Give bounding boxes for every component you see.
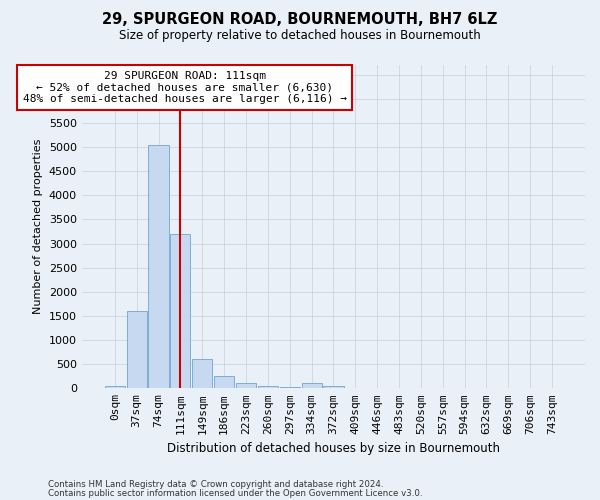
Bar (105, 386, 125, 388)
Bar (192, 360, 212, 388)
X-axis label: Distribution of detached houses by size in Bournemouth: Distribution of detached houses by size … (167, 442, 500, 455)
Text: 29, SPURGEON ROAD, BOURNEMOUTH, BH7 6LZ: 29, SPURGEON ROAD, BOURNEMOUTH, BH7 6LZ (103, 12, 497, 28)
Text: Contains HM Land Registry data © Crown copyright and database right 2024.: Contains HM Land Registry data © Crown c… (48, 480, 383, 489)
Bar (280, 387, 300, 388)
Text: Contains public sector information licensed under the Open Government Licence v3: Contains public sector information licen… (48, 488, 422, 498)
Bar (170, 234, 190, 388)
Y-axis label: Number of detached properties: Number of detached properties (34, 139, 43, 314)
Bar (302, 384, 322, 388)
Bar (323, 386, 344, 388)
Bar (148, 144, 169, 388)
Text: 29 SPURGEON ROAD: 111sqm
← 52% of detached houses are smaller (6,630)
48% of sem: 29 SPURGEON ROAD: 111sqm ← 52% of detach… (23, 71, 347, 104)
Text: Size of property relative to detached houses in Bournemouth: Size of property relative to detached ho… (119, 29, 481, 42)
Bar (214, 376, 234, 388)
Bar (127, 311, 147, 388)
Bar (258, 386, 278, 388)
Bar (236, 384, 256, 388)
